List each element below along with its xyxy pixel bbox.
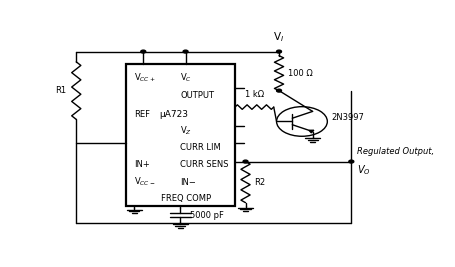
Text: V$_C$: V$_C$ (180, 71, 192, 84)
Circle shape (277, 89, 282, 92)
Text: V$_O$: V$_O$ (357, 164, 370, 177)
Text: 100 Ω: 100 Ω (288, 69, 313, 78)
Text: V$_{CC+}$: V$_{CC+}$ (135, 71, 156, 84)
Text: R1: R1 (55, 86, 66, 95)
Circle shape (277, 50, 282, 53)
Text: Regulated Output,: Regulated Output, (357, 147, 434, 156)
Text: V$_Z$: V$_Z$ (180, 124, 192, 137)
Polygon shape (309, 130, 314, 133)
Text: FREQ COMP: FREQ COMP (161, 194, 211, 203)
Circle shape (141, 50, 146, 53)
Text: 1 kΩ: 1 kΩ (245, 90, 264, 99)
Text: V$_{CC-}$: V$_{CC-}$ (135, 176, 156, 189)
Text: CURR SENS: CURR SENS (180, 160, 229, 169)
Text: IN+: IN+ (135, 160, 150, 169)
Circle shape (183, 50, 188, 53)
Text: REF: REF (135, 110, 151, 119)
Text: V$_I$: V$_I$ (273, 31, 284, 44)
Bar (126, 64, 235, 206)
Text: OUTPUT: OUTPUT (180, 91, 214, 100)
Text: μA723: μA723 (159, 110, 188, 119)
Circle shape (243, 160, 248, 163)
Circle shape (349, 160, 354, 163)
Text: IN−: IN− (180, 178, 196, 187)
Text: CURR LIM: CURR LIM (180, 143, 221, 152)
Text: 2N3997: 2N3997 (332, 113, 364, 122)
Text: R2: R2 (254, 178, 265, 187)
Text: 5000 pF: 5000 pF (190, 210, 224, 219)
